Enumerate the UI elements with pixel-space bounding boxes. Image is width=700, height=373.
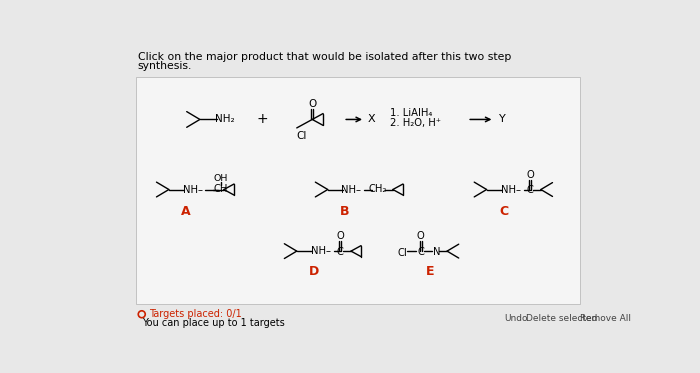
Text: Cl: Cl: [397, 248, 407, 258]
Text: CH: CH: [214, 184, 228, 194]
Text: C: C: [499, 204, 508, 217]
Text: Undo: Undo: [504, 314, 528, 323]
Text: B: B: [340, 204, 349, 217]
Text: O: O: [417, 232, 425, 241]
Text: O: O: [308, 99, 316, 109]
Text: Click on the major product that would be isolated after this two step: Click on the major product that would be…: [138, 53, 511, 62]
Text: synthesis.: synthesis.: [138, 61, 192, 71]
Text: E: E: [426, 264, 434, 278]
Text: 1. LiAlH₄: 1. LiAlH₄: [390, 107, 432, 117]
Text: N: N: [433, 247, 440, 257]
Text: Y: Y: [498, 115, 505, 125]
Text: OH: OH: [214, 174, 228, 183]
Text: –NH–: –NH–: [496, 185, 522, 195]
Text: 2. H₂O, H⁺: 2. H₂O, H⁺: [390, 117, 441, 128]
Text: Remove All: Remove All: [580, 314, 631, 323]
Text: –NH–: –NH–: [178, 185, 203, 195]
Text: X: X: [368, 115, 376, 125]
FancyBboxPatch shape: [136, 77, 580, 304]
Text: Cl: Cl: [296, 131, 307, 141]
Text: O: O: [336, 232, 344, 241]
Text: Targets placed: 0/1: Targets placed: 0/1: [150, 309, 242, 319]
Text: +: +: [256, 112, 267, 126]
Text: CH₂: CH₂: [369, 184, 387, 194]
Text: –NH–: –NH–: [307, 246, 332, 256]
Text: NH₂: NH₂: [215, 115, 235, 125]
Text: C: C: [526, 185, 533, 195]
Text: O: O: [526, 170, 534, 180]
Text: C: C: [337, 247, 344, 257]
Text: –NH–: –NH–: [337, 185, 362, 195]
Text: You can place up to 1 targets: You can place up to 1 targets: [141, 318, 284, 328]
Text: C: C: [417, 247, 424, 257]
Text: D: D: [309, 264, 319, 278]
Text: Delete selected: Delete selected: [526, 314, 598, 323]
Text: A: A: [181, 204, 190, 217]
